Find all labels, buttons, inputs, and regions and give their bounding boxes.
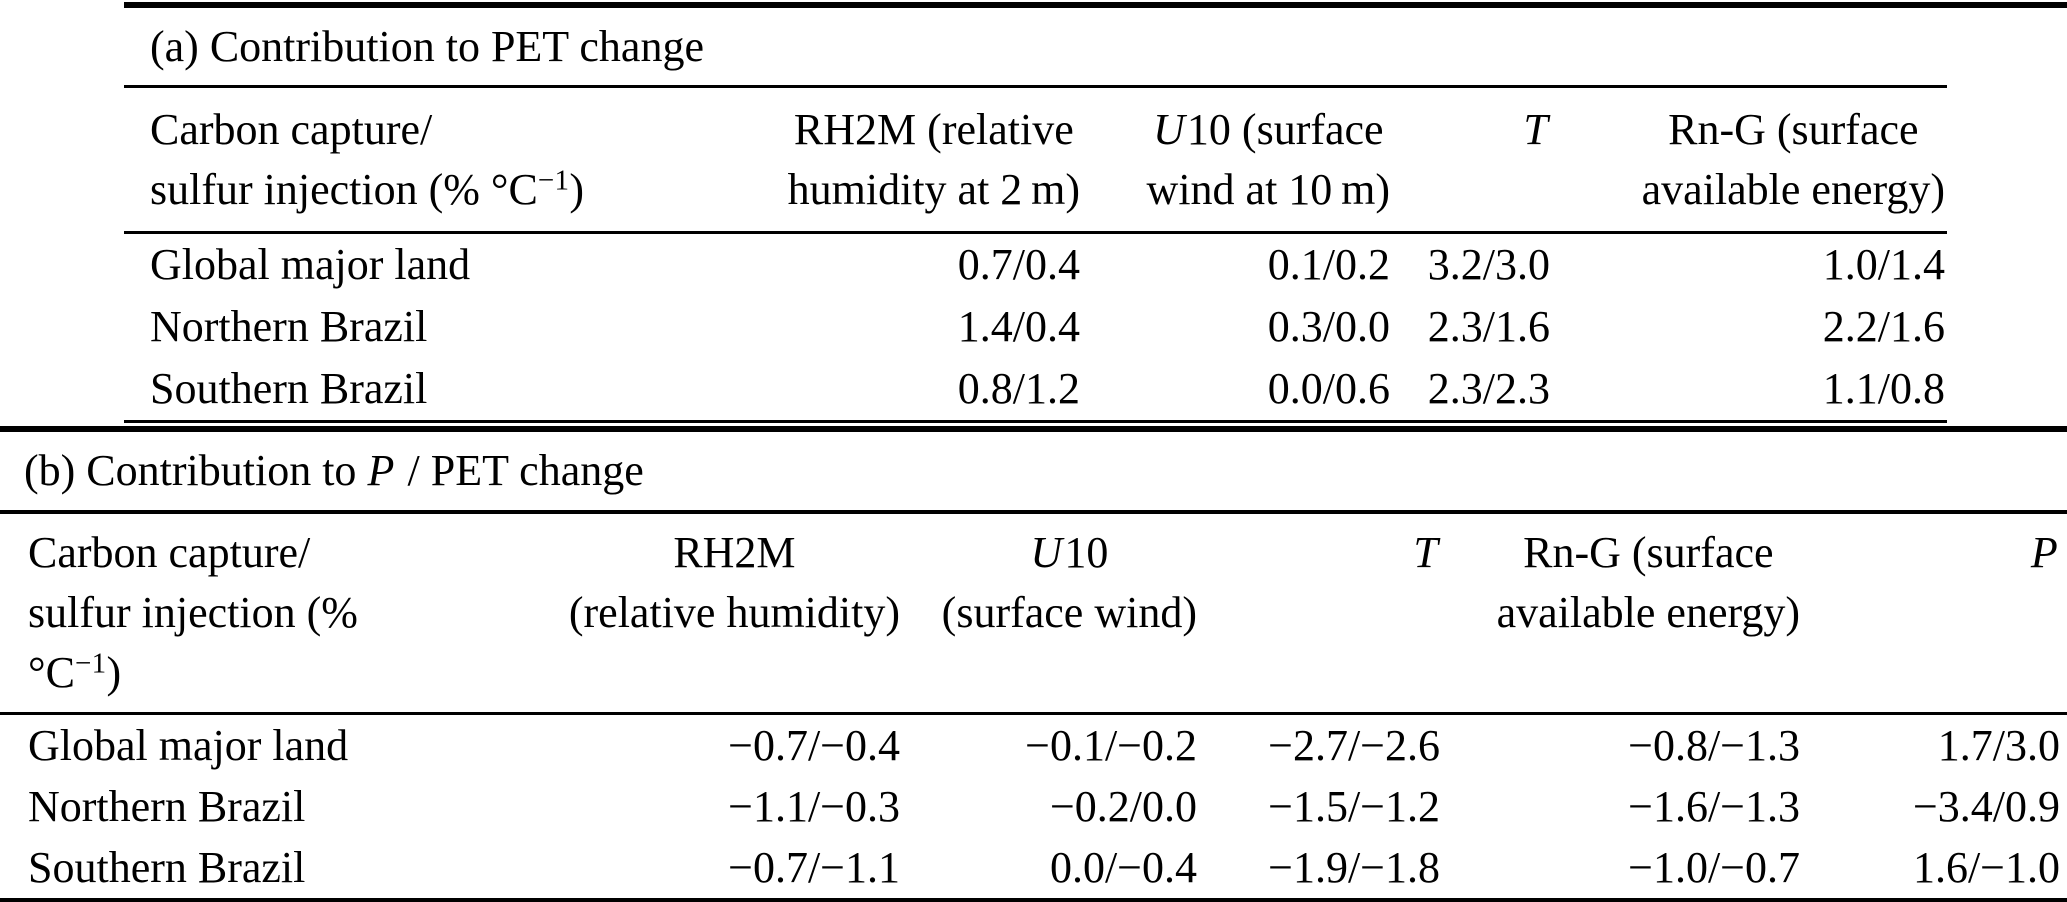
cell-t: 2.3/1.6	[1427, 302, 1550, 351]
math-var-p: P	[2030, 528, 2058, 577]
cell-p: 1.7/3.0	[1937, 721, 2060, 770]
row-label: Northern Brazil	[28, 782, 306, 831]
cell-rh2m: 1.4/0.4	[957, 302, 1080, 351]
cell-u10: −0.2/0.0	[1049, 782, 1197, 831]
cell-rh2m: −1.1/−0.3	[728, 782, 900, 831]
table-a-title-rule	[124, 85, 1947, 88]
cell-p: −3.4/0.9	[1912, 782, 2060, 831]
table-row: Northern Brazil −1.1/−0.3 −0.2/0.0 −1.5/…	[0, 776, 2067, 837]
col-header-rng: Rn-G (surface available energy)	[1496, 528, 1800, 637]
math-var-t: T	[1523, 105, 1548, 154]
table-a-top-rule	[124, 2, 2067, 8]
col-header-t: T	[1390, 88, 1550, 231]
unit-superscript: −1	[537, 164, 570, 197]
col-header-t: T	[1197, 514, 1440, 712]
cell-u10: 0.3/0.0	[1267, 302, 1390, 351]
table-a-title: (a) Contribution to PET change	[150, 22, 704, 71]
row-label: Global major land	[28, 721, 349, 770]
table-a-grid: Carbon capture/ sulfur injection (% °C−1…	[124, 88, 1947, 231]
col-header-rng: Rn-G (surface available energy)	[1641, 105, 1945, 214]
cell-rh2m: 0.7/0.4	[957, 240, 1080, 289]
table-a-header-row: Carbon capture/ sulfur injection (% °C−1…	[124, 88, 1947, 231]
row-label: Southern Brazil	[28, 843, 306, 892]
cell-t: −2.7/−2.6	[1268, 721, 1440, 770]
cell-u10: −0.1/−0.2	[1025, 721, 1197, 770]
cell-u10: 0.0/−0.4	[1049, 843, 1197, 892]
table-a: (a) Contribution to PET change Carbon ca…	[124, 8, 1947, 423]
cell-rng: −1.6/−1.3	[1628, 782, 1800, 831]
table-a-header-rule	[124, 231, 1947, 234]
row-label: Northern Brazil	[150, 302, 428, 351]
cell-t: −1.5/−1.2	[1268, 782, 1440, 831]
table-b: (b) Contribution to P / PET change Carbo…	[0, 432, 2067, 902]
table-b-header-rule	[0, 712, 2067, 715]
table-b-grid: Carbon capture/ sulfur injection (% °C−1…	[0, 514, 2067, 712]
table-a-data: Global major land 0.7/0.4 0.1/0.2 3.2/3.…	[124, 234, 1947, 420]
cell-t: −1.9/−1.8	[1268, 843, 1440, 892]
table-b-title: (b) Contribution to P / PET change	[24, 446, 644, 495]
col-header-rh2m: RH2M (relative humidity at 2 m)	[787, 105, 1080, 214]
cell-rng: 1.0/1.4	[1822, 240, 1945, 289]
cell-t: 2.3/2.3	[1427, 364, 1550, 413]
table-a-bottom-rule	[124, 420, 1947, 423]
table-row: Northern Brazil 1.4/0.4 0.3/0.0 2.3/1.6 …	[124, 296, 1947, 358]
col-header-u10: U10 (surface wind)	[941, 528, 1197, 637]
cell-rng: 1.1/0.8	[1822, 364, 1945, 413]
cell-rng: −1.0/−0.7	[1628, 843, 1800, 892]
cell-t: 3.2/3.0	[1427, 240, 1550, 289]
cell-rng: 2.2/1.6	[1822, 302, 1945, 351]
math-var-u: U	[1030, 528, 1063, 577]
unit-superscript: −1	[74, 647, 107, 680]
cell-u10: 0.1/0.2	[1267, 240, 1390, 289]
table-row: Global major land 0.7/0.4 0.1/0.2 3.2/3.…	[124, 234, 1947, 296]
cell-p: 1.6/−1.0	[1912, 843, 2060, 892]
cell-u10: 0.0/0.6	[1267, 364, 1390, 413]
table-b-title-rule	[0, 510, 2067, 514]
math-var-u: U	[1152, 105, 1185, 154]
table-b-header-row: Carbon capture/ sulfur injection (% °C−1…	[0, 514, 2067, 712]
row-label: Global major land	[150, 240, 471, 289]
table-b-bottom-rule	[0, 898, 2067, 902]
cell-rh2m: −0.7/−1.1	[728, 843, 900, 892]
math-var-t: T	[1413, 528, 1438, 577]
table-row: Southern Brazil 0.8/1.2 0.0/0.6 2.3/2.3 …	[124, 358, 1947, 420]
table-b-top-rule	[0, 426, 2067, 432]
col-header-rh2m: RH2M (relative humidity)	[568, 528, 900, 637]
cell-rh2m: 0.8/1.2	[957, 364, 1080, 413]
cell-rh2m: −0.7/−0.4	[728, 721, 900, 770]
table-row: Southern Brazil −0.7/−1.1 0.0/−0.4 −1.9/…	[0, 837, 2067, 898]
math-var-p: P	[367, 446, 395, 495]
cell-rng: −0.8/−1.3	[1628, 721, 1800, 770]
table-row: Global major land −0.7/−0.4 −0.1/−0.2 −2…	[0, 715, 2067, 776]
col-header-region: Carbon capture/ sulfur injection (% °C−1…	[150, 105, 584, 214]
col-header-u10: U10 (surface wind at 10 m)	[1146, 105, 1390, 214]
table-b-data: Global major land −0.7/−0.4 −0.1/−0.2 −2…	[0, 715, 2067, 898]
col-header-p: P	[1800, 514, 2067, 712]
col-header-region: Carbon capture/ sulfur injection (% °C−1…	[28, 528, 358, 697]
row-label: Southern Brazil	[150, 364, 428, 413]
